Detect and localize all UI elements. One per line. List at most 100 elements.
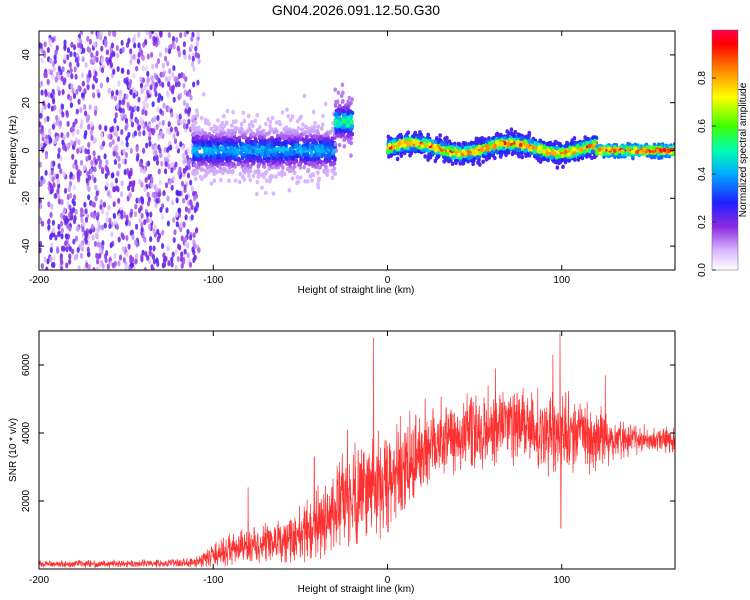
heatmap-cell [416,148,421,154]
heatmap-cell [163,146,167,153]
heatmap-cell [44,169,48,176]
heatmap-cell [349,153,353,158]
heatmap-cell [515,147,519,152]
heatmap-cell [68,192,73,199]
heatmap-cell [59,155,63,162]
heatmap-cell [56,152,61,159]
heatmap-cell [163,168,168,175]
heatmap-cell [423,154,427,159]
heatmap-cell [123,77,127,84]
heatmap-cell [472,156,477,162]
heatmap-cell [190,61,195,68]
heatmap-cell [49,232,54,239]
heatmap-cell [125,167,130,174]
heatmap-cell [175,197,179,204]
heatmap-cell [560,157,565,163]
heatmap-cell [120,232,124,239]
heatmap-cell [175,113,179,120]
heatmap-cell [84,148,88,155]
heatmap-cell [281,141,285,146]
heatmap-cell [248,156,253,161]
heatmap-cell [288,146,293,151]
heatmap-cell [84,61,88,68]
heatmap-cell [53,58,57,65]
heatmap-cell [187,207,191,214]
heatmap-cell [157,191,161,198]
heatmap-cell [55,45,59,52]
heatmap-cell [321,122,325,127]
heatmap-cell [124,117,129,124]
heatmap-cell [336,133,340,138]
heatmap-cell [433,140,438,145]
heatmap-cell [519,136,523,141]
heatmap-cell [309,152,314,157]
heatmap-cell [85,155,89,162]
heatmap-cell [157,134,161,141]
heatmap-cell [167,48,172,55]
heatmap-cell [52,255,56,262]
heatmap-cell [74,235,79,242]
heatmap-cell [532,149,537,154]
heatmap-cell [426,157,430,162]
heatmap-cell [70,83,74,90]
heatmap-cell [114,112,118,119]
heatmap-cell [146,92,151,99]
heatmap-cell [195,40,200,47]
heatmap-cell [100,45,104,52]
heatmap-cell [85,262,89,269]
heatmap-cell [76,61,80,68]
heatmap-cell [590,149,595,154]
heatmap-cell [141,65,145,72]
heatmap-cell [242,133,246,139]
heatmap-cell [299,149,303,154]
heatmap-cell [263,147,268,153]
heatmap-cell [538,138,543,143]
heatmap-cell [141,232,145,239]
heatmap-cell [98,247,102,254]
heatmap-cell [563,149,568,155]
heatmap-cell [286,130,290,136]
heatmap-cell [266,131,271,136]
heatmap-cell [55,173,59,180]
heatmap-cell [112,186,116,193]
heatmap-cell [542,149,546,154]
heatmap-cell [165,207,169,214]
heatmap-cell [160,160,164,167]
heatmap-cell [140,226,144,233]
heatmap-cell [306,167,311,173]
heatmap-cell [549,146,554,151]
heatmap-cell [244,158,248,164]
heatmap-cell [131,181,135,188]
heatmap-cell [95,252,99,259]
heatmap-cell [193,176,198,181]
heatmap-cell [222,113,226,119]
heatmap-cell [315,170,320,175]
heatmap-cell [74,159,78,166]
heatmap-cell [94,184,98,191]
heatmap-cell [142,147,146,154]
heatmap-cell [196,53,201,60]
heatmap-cell [77,85,81,92]
heatmap-cell [495,140,499,145]
heatmap-cell [110,172,114,179]
heatmap-cell [555,165,560,170]
heatmap-cell [136,58,141,65]
heatmap-cell [138,217,142,224]
heatmap-cell [170,111,174,118]
heatmap-cell [125,141,129,148]
heatmap-cell [77,98,81,105]
heatmap-cell [96,227,100,234]
heatmap-cell [427,141,432,147]
heatmap-cell [479,147,484,152]
heatmap-cell [324,164,328,169]
heatmap-cell [40,220,45,227]
heatmap-cell [172,175,176,182]
heatmap-cell [494,148,499,154]
heatmap-cell [318,165,323,170]
heatmap-cell [92,138,96,145]
heatmap-cell [216,118,220,123]
heatmap-cell [151,117,155,124]
heatmap-cell [98,262,102,269]
heatmap-cell [190,185,194,192]
heatmap-cell [140,122,144,129]
